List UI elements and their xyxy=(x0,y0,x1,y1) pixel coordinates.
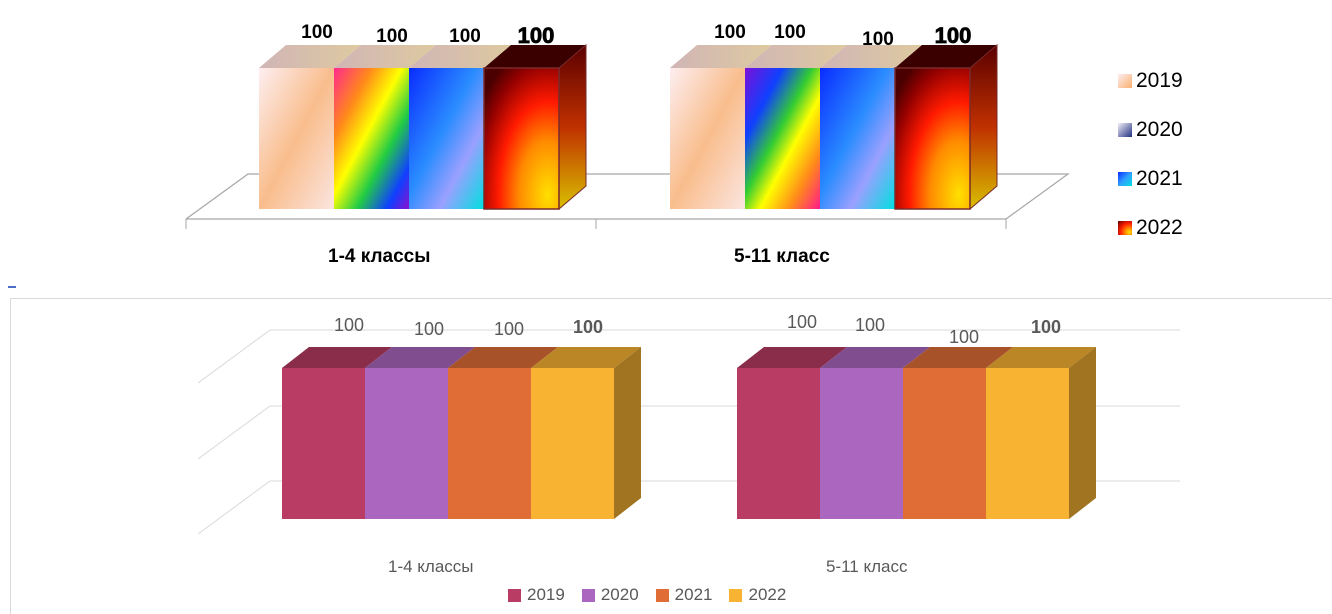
top-category-label-1: 1-4 классы xyxy=(328,246,431,267)
top-legend-item: 2021 xyxy=(1118,167,1183,191)
top-legend-item: 2020 xyxy=(1118,118,1183,142)
bar xyxy=(334,68,409,209)
bar xyxy=(737,368,820,519)
bar xyxy=(531,368,614,519)
bar-side-face xyxy=(969,43,998,211)
bar xyxy=(903,368,986,519)
bar xyxy=(820,68,895,209)
gridline-depth xyxy=(197,329,271,384)
bottom-legend-item: 2021 xyxy=(655,585,713,605)
data-label: 100 xyxy=(1031,317,1061,337)
legend-swatch-2021 xyxy=(655,588,669,602)
bar-top-face xyxy=(448,347,558,368)
bar xyxy=(259,68,334,209)
bar-top-face xyxy=(737,347,847,368)
bar-side-face xyxy=(558,43,587,211)
bottom-chart-3d-bars: 100 100 100 100 100 100 100 100 xyxy=(197,312,1180,535)
legend-swatch-2019 xyxy=(1118,74,1132,88)
top-legend-item: 2022 xyxy=(1118,216,1183,240)
bar-top-face xyxy=(365,347,475,368)
separator-dash xyxy=(8,286,16,288)
gridline-depth xyxy=(197,405,271,460)
bar-top-face xyxy=(531,347,641,368)
bottom-legend-label: 2020 xyxy=(600,585,639,604)
bar-top-face xyxy=(670,45,772,68)
bar-top-face xyxy=(986,347,1096,368)
legend-swatch-2020 xyxy=(581,588,595,602)
bar-top-face xyxy=(259,45,361,68)
legend-swatch-2021 xyxy=(1118,172,1132,186)
data-label: 100 xyxy=(855,315,885,335)
bar-top-face xyxy=(282,347,392,368)
bar xyxy=(409,68,484,209)
data-label: 100 xyxy=(774,22,806,43)
bar xyxy=(483,67,560,210)
bar xyxy=(894,67,971,210)
legend-swatch-2020 xyxy=(1118,123,1132,137)
bar xyxy=(448,368,531,519)
top-legend-label: 2019 xyxy=(1136,69,1183,92)
data-label: 100 xyxy=(301,22,333,43)
bottom-legend-label: 2021 xyxy=(674,585,713,604)
bar-top-face xyxy=(820,347,930,368)
bottom-legend-label: 2019 xyxy=(527,585,565,604)
bar-side-face xyxy=(614,347,641,519)
top-legend-item: 2019 xyxy=(1118,69,1183,93)
chart-frame xyxy=(10,298,1332,614)
data-label: 100 xyxy=(787,312,817,332)
bottom-category-label-2: 5-11 класс xyxy=(826,557,908,576)
top-legend-label: 2022 xyxy=(1136,216,1183,239)
legend-swatch-2022 xyxy=(729,588,743,602)
bar-top-face xyxy=(745,45,847,68)
bar-top-face xyxy=(895,45,997,68)
top-chart-3d-bars: 100 100 100 100 100 100 100 100 xyxy=(185,22,1070,229)
bar-top-face xyxy=(484,45,586,68)
bar-top-face xyxy=(820,45,922,68)
data-label: 100 xyxy=(376,26,408,47)
bottom-legend-item: 2020 xyxy=(581,585,639,605)
floor-plane xyxy=(185,173,1070,220)
data-label: 100 xyxy=(494,319,524,339)
top-category-label-2: 5-11 класс xyxy=(734,246,830,267)
data-label: 100 xyxy=(334,315,364,335)
data-label: 100 xyxy=(414,319,444,339)
bar xyxy=(986,368,1069,519)
bar-top-face xyxy=(409,45,511,68)
bar-top-face xyxy=(903,347,1013,368)
data-label: 100 xyxy=(573,317,603,337)
bar-top-face xyxy=(334,45,436,68)
data-label: 100 xyxy=(714,22,746,43)
data-label: 100 xyxy=(949,327,979,347)
bar xyxy=(282,368,365,519)
bottom-legend-label: 2022 xyxy=(748,585,787,604)
top-legend-label: 2021 xyxy=(1136,167,1183,190)
data-label: 100 xyxy=(862,29,894,50)
bottom-legend: 2019 2020 2021 2022 xyxy=(508,585,803,605)
bar xyxy=(820,368,903,519)
data-label: 100 xyxy=(518,23,555,48)
bottom-category-label-1: 1-4 классы xyxy=(388,557,474,576)
gridline-depth xyxy=(197,480,271,535)
top-legend-label: 2020 xyxy=(1136,118,1183,141)
bar xyxy=(745,68,820,209)
bar-side-face xyxy=(1069,347,1096,519)
data-label: 100 xyxy=(449,26,481,47)
bar xyxy=(670,68,745,209)
legend-swatch-2022 xyxy=(1118,221,1132,235)
legend-swatch-2019 xyxy=(508,588,521,602)
data-label: 100 xyxy=(935,23,972,48)
bottom-legend-item: 2022 xyxy=(729,585,786,605)
bottom-legend-item: 2019 xyxy=(508,585,565,605)
bar xyxy=(365,368,448,519)
